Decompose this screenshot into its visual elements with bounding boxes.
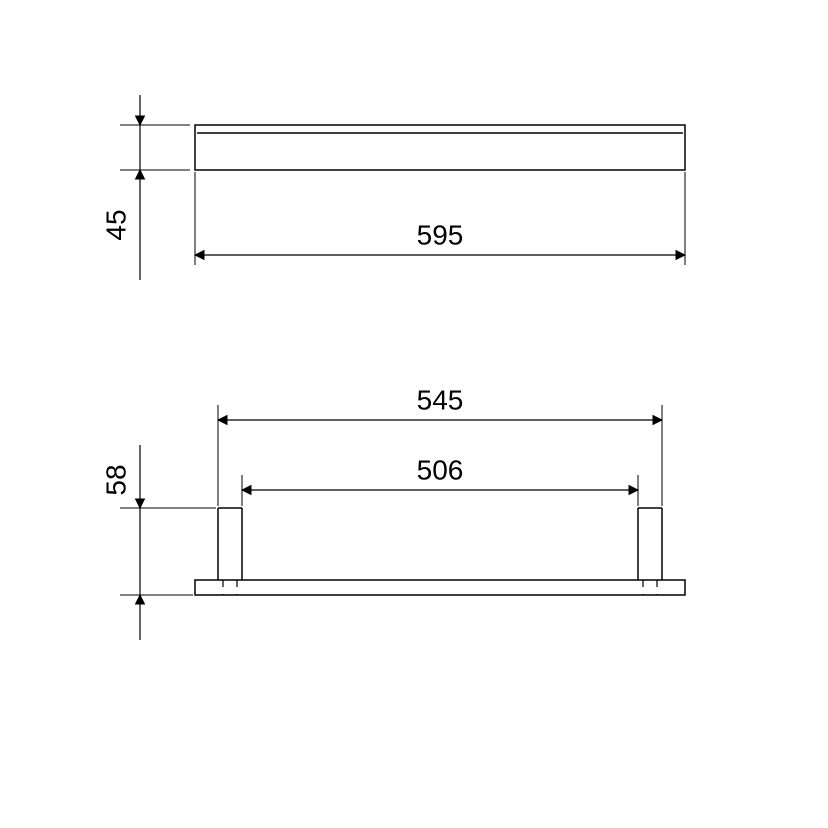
dim-58: 58 [100, 445, 216, 640]
dim-45: 45 [100, 95, 190, 280]
dim-45-label: 45 [100, 209, 131, 240]
dim-506: 506 [242, 454, 638, 506]
front-view: 545 506 58 [100, 384, 685, 640]
dim-58-label: 58 [100, 464, 131, 495]
dim-595-label: 595 [417, 219, 464, 250]
dim-595: 595 [195, 172, 685, 265]
top-view: 595 45 [100, 95, 685, 280]
dim-506-label: 506 [417, 454, 464, 485]
dim-545: 545 [218, 384, 662, 506]
dim-545-label: 545 [417, 384, 464, 415]
engineering-drawing: 595 45 [0, 0, 828, 828]
